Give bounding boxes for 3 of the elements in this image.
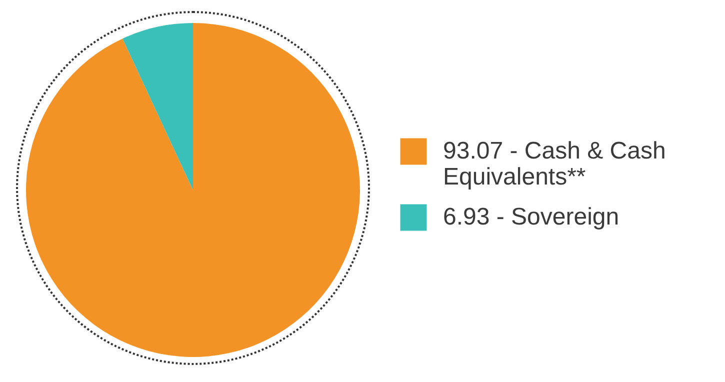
pie-slice	[122, 23, 193, 190]
legend-label: 93.07 - Cash & Cash Equivalents**	[443, 138, 666, 190]
legend-label: 6.93 - Sovereign	[443, 204, 620, 230]
